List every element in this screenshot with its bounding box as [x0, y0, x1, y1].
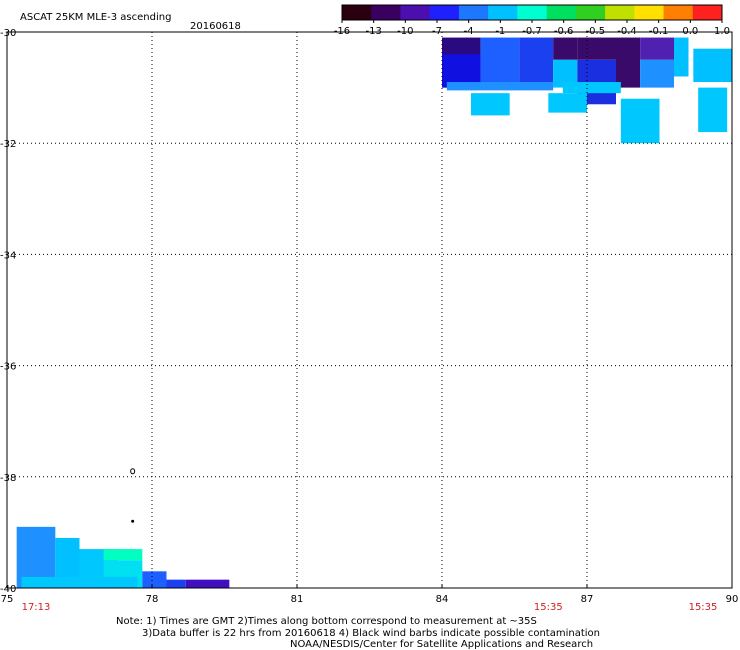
lat-label: -40: [0, 584, 16, 595]
map-title: ASCAT 25KM MLE-3 ascending: [20, 12, 171, 23]
colorbar-swatch: [575, 5, 606, 20]
swath-cell: [185, 579, 230, 588]
colorbar-swatch: [546, 5, 577, 20]
swath-cell: [553, 37, 578, 60]
swath-cell: [548, 93, 587, 113]
wind-barb-mark: [131, 519, 135, 523]
footer-note-line2: 3)Data buffer is 22 hrs from 20160618 4)…: [142, 628, 600, 639]
lon-label: 81: [291, 594, 304, 605]
swath-cell: [640, 37, 674, 60]
swath-cell: [142, 571, 167, 588]
swath-cell: [616, 37, 641, 88]
time-label: 15:35: [534, 602, 563, 613]
swath-cell: [480, 37, 520, 88]
lon-label: 75: [1, 594, 14, 605]
swath-cell: [519, 37, 554, 88]
map-date: 20160618: [190, 21, 241, 32]
lat-label: -34: [0, 250, 16, 261]
lon-label: 90: [726, 594, 739, 605]
swath-layer: [16, 37, 732, 588]
swath-cell: [693, 48, 732, 83]
swath-cell: [698, 87, 728, 133]
lat-label: -32: [0, 139, 16, 150]
colorbar-swatch: [342, 5, 372, 20]
swath-cell: [471, 93, 510, 116]
swath-cell: [562, 82, 621, 94]
colorbar-swatch: [371, 5, 401, 20]
colorbar-swatch: [634, 5, 665, 20]
swath-cell: [577, 37, 616, 60]
colorbar-swatch: [605, 5, 635, 20]
colorbar-swatch: [692, 5, 723, 20]
lon-label: 78: [146, 594, 159, 605]
lon-label: 84: [436, 594, 449, 605]
lon-label: 87: [581, 594, 594, 605]
colorbar-swatch: [429, 5, 460, 20]
swath-cell: [446, 82, 554, 91]
colorbar-swatch: [488, 5, 518, 20]
lat-label: -30: [0, 28, 16, 39]
plot-frame: [6, 31, 733, 589]
swath-cell: [674, 37, 689, 77]
swath-cell: [166, 579, 186, 588]
lat-label: -38: [0, 473, 16, 484]
time-label: 17:13: [22, 602, 51, 613]
colorbar-swatch: [458, 5, 489, 20]
swath-cell: [21, 576, 138, 588]
wind-barb-mark: [130, 468, 136, 475]
swath-cell: [640, 59, 674, 88]
swath-cell: [620, 98, 660, 144]
time-label: 15:35: [689, 602, 718, 613]
lat-label: -36: [0, 362, 16, 373]
footer-note-line1: Note: 1) Times are GMT 2)Times along bot…: [116, 616, 537, 627]
grid-layer: [7, 32, 732, 588]
wind-barbs: [130, 468, 136, 523]
swath-cell: [103, 549, 143, 561]
colorbar-swatch: [663, 5, 694, 20]
colorbar-swatch: [517, 5, 548, 20]
colorbar-swatch: [400, 5, 431, 20]
footer-credit: NOAA/NESDIS/Center for Satellite Applica…: [290, 639, 594, 650]
